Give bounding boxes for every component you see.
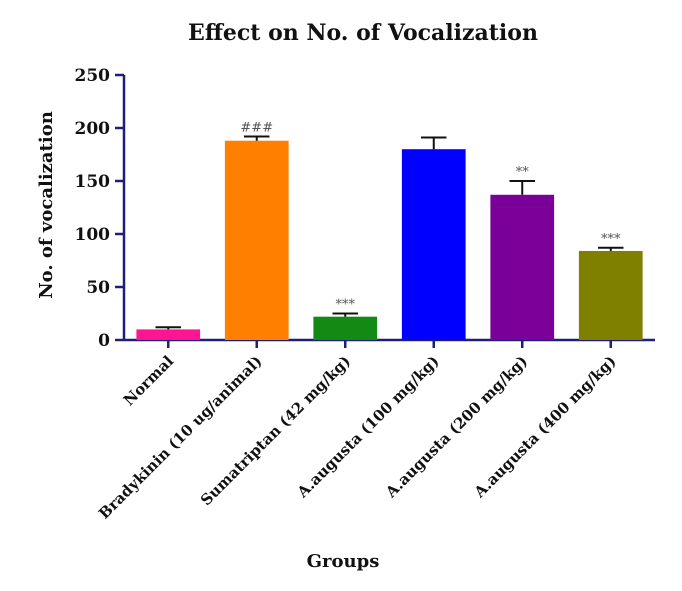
bars-group bbox=[136, 140, 643, 340]
category-label: Sumatriptan (42 mg/kg) bbox=[197, 352, 354, 509]
significance-labels-group: ###******** bbox=[240, 120, 621, 312]
y-tick-label: 150 bbox=[75, 172, 111, 192]
bar bbox=[401, 149, 466, 340]
chart-title: Effect on No. of Vocalization bbox=[188, 20, 538, 46]
x-axis-title: Groups bbox=[307, 551, 380, 572]
y-tick-label: 200 bbox=[75, 119, 111, 139]
error-bars-group bbox=[155, 135, 624, 330]
bar bbox=[578, 250, 643, 340]
y-tick-label: 100 bbox=[75, 225, 111, 245]
y-axis-title: No. of vocalization bbox=[36, 111, 57, 299]
bar bbox=[313, 316, 378, 340]
y-tick-label: 250 bbox=[75, 66, 111, 86]
category-label: Bradykinin (10 ug/animal) bbox=[95, 352, 265, 522]
bar bbox=[490, 194, 555, 340]
significance-label: *** bbox=[336, 298, 356, 313]
bar bbox=[136, 329, 201, 340]
category-label: A.augusta (200 mg/kg) bbox=[381, 352, 531, 502]
category-label: Normal bbox=[120, 352, 177, 409]
significance-label: *** bbox=[601, 232, 621, 247]
bar bbox=[224, 140, 289, 340]
y-axis: 0 50 100 150 200 250 bbox=[75, 66, 126, 351]
significance-label: ### bbox=[240, 120, 273, 135]
y-tick-label: 0 bbox=[98, 331, 110, 351]
x-axis bbox=[124, 338, 655, 348]
y-tick-label: 50 bbox=[86, 278, 110, 298]
significance-label: ** bbox=[516, 165, 530, 180]
category-label: A.augusta (400 mg/kg) bbox=[470, 352, 620, 502]
category-label: A.augusta (100 mg/kg) bbox=[293, 352, 443, 502]
